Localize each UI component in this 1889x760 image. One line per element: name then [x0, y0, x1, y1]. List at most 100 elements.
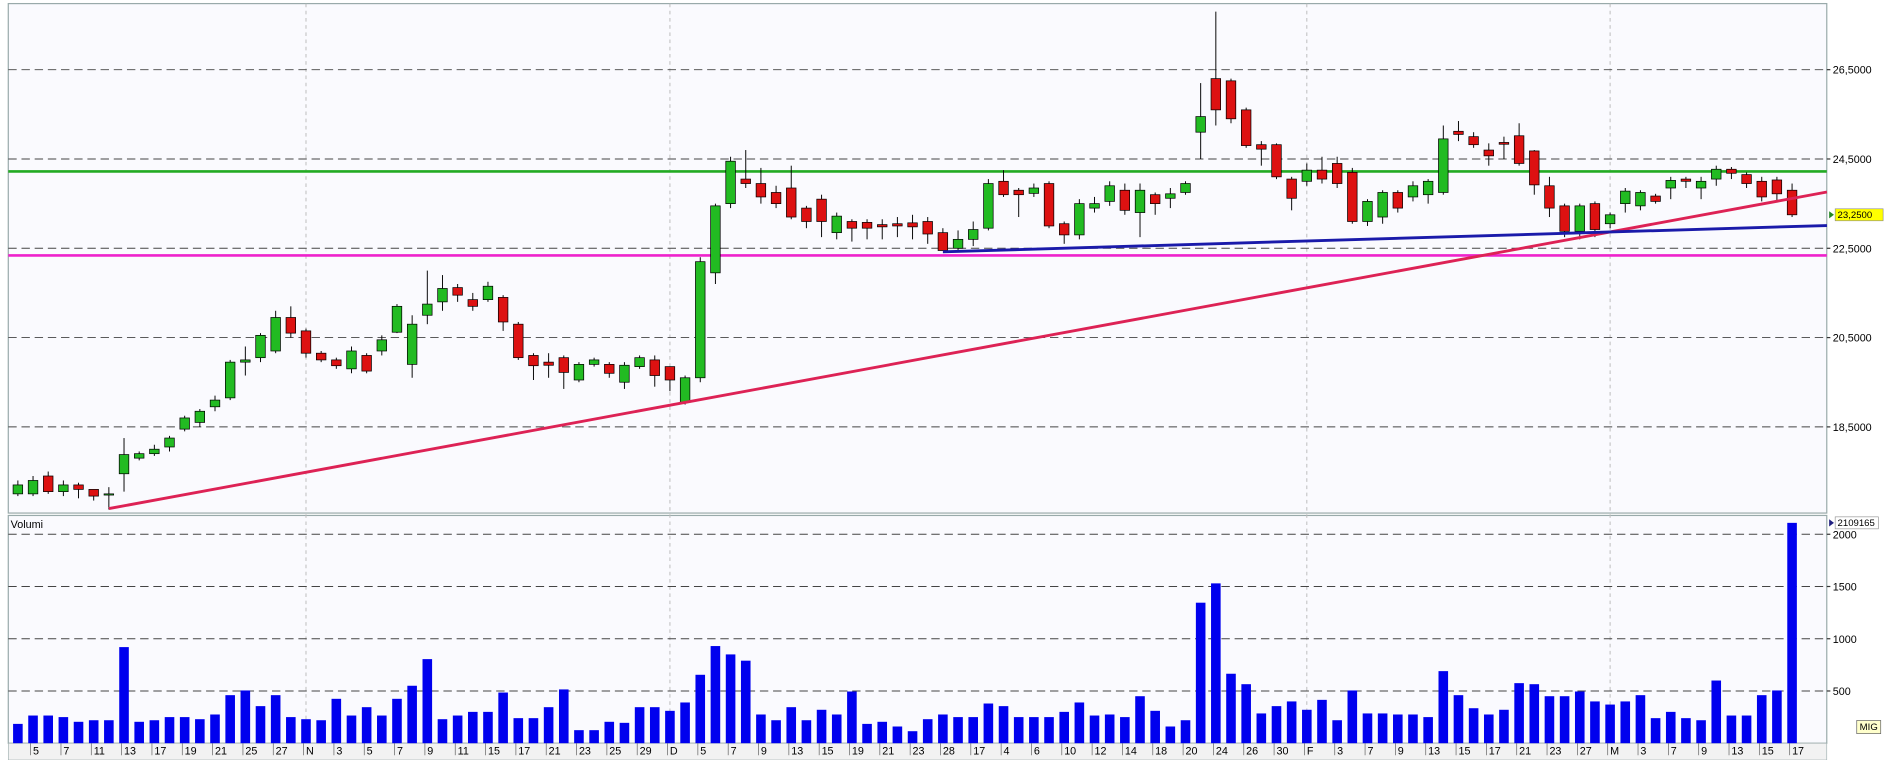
volume-title: Volumi	[11, 519, 43, 531]
candle-body	[1119, 189, 1131, 211]
candle-body	[1680, 178, 1692, 182]
candle-body	[179, 417, 190, 430]
volume-bar	[498, 692, 508, 744]
volume-bar	[179, 717, 190, 744]
volume-bar	[88, 720, 99, 744]
volume-bar	[1772, 690, 1782, 744]
x-tick-label: 17	[973, 745, 985, 757]
volume-bar	[786, 707, 797, 744]
volume-bar	[437, 719, 448, 744]
volume-bar	[422, 659, 433, 744]
candle-body	[1256, 144, 1267, 150]
volume-bar	[1135, 696, 1145, 744]
x-tick-label: 18	[1155, 745, 1167, 757]
x-tick-label: 26	[1246, 745, 1258, 757]
price-panel	[7, 2, 1828, 514]
volume-bar	[346, 715, 357, 744]
candle-body	[831, 215, 842, 234]
candle-body	[907, 222, 918, 228]
candle-body	[1210, 78, 1221, 111]
volume-bar	[1787, 522, 1797, 744]
x-tick-label: 7	[397, 745, 403, 757]
candle-body	[1089, 203, 1100, 209]
candle-body	[270, 317, 281, 352]
candle-body	[134, 453, 145, 459]
volume-bar	[286, 717, 296, 744]
x-tick-label: 29	[640, 745, 652, 757]
volume-bar	[1408, 714, 1418, 744]
volume-bar	[907, 731, 918, 744]
candle-body	[1635, 192, 1646, 207]
volume-bar	[1468, 708, 1479, 744]
volume-bar	[1559, 696, 1570, 744]
candle-body	[1271, 144, 1282, 178]
volume-bar	[1726, 715, 1737, 744]
volume-bar	[1271, 706, 1282, 744]
y-tick-label: 20,5000	[1833, 333, 1872, 345]
candle-body	[391, 305, 403, 333]
candle-body	[861, 222, 873, 229]
x-tick-label: 17	[1792, 745, 1804, 757]
volume-bar	[119, 647, 129, 744]
volume-bar	[1104, 714, 1115, 744]
candle-body	[149, 448, 160, 455]
volume-bar	[28, 715, 38, 744]
x-tick-label: M	[1610, 745, 1619, 757]
candle-body	[225, 361, 236, 399]
volume-bar	[710, 646, 721, 744]
volume-bar	[43, 715, 53, 744]
candle-body	[1074, 203, 1085, 236]
x-tick-label: 6	[1034, 745, 1040, 757]
candle-body	[346, 350, 357, 370]
x-tick-label: 9	[761, 745, 767, 757]
candle-body	[725, 160, 736, 204]
candle-body	[1756, 180, 1767, 198]
candle-body	[1741, 174, 1752, 184]
volume-bar	[1741, 715, 1752, 744]
x-tick-label: 15	[488, 745, 500, 757]
x-tick-label: 19	[185, 745, 197, 757]
x-tick-label: 19	[852, 745, 864, 757]
volume-bar	[998, 706, 1009, 744]
volume-bar	[483, 711, 493, 744]
x-tick-label: 25	[245, 745, 257, 757]
volume-bar	[1332, 720, 1342, 744]
volume-bar	[1150, 710, 1160, 744]
candle-body	[1604, 214, 1616, 225]
candle-body	[968, 229, 979, 240]
volume-bar	[1514, 683, 1524, 744]
volume-bar	[240, 690, 251, 744]
volume-bar	[1029, 717, 1039, 744]
volume-bar	[1423, 717, 1433, 744]
candle-body	[846, 221, 858, 229]
candle-body	[1620, 190, 1631, 204]
y-tick-label: 26,5000	[1833, 65, 1872, 77]
volume-bar	[680, 702, 690, 744]
volume-bar	[953, 717, 963, 744]
volume-bar	[1665, 711, 1676, 744]
volume-bar	[801, 720, 812, 744]
candle-body	[1241, 109, 1252, 146]
candle-body	[1589, 203, 1601, 230]
candle-body	[255, 334, 266, 359]
candle-body	[1134, 189, 1146, 213]
candle-body	[679, 377, 691, 403]
x-tick-label: 11	[458, 745, 469, 757]
volume-bar	[938, 714, 948, 744]
volume-bar	[1089, 715, 1100, 744]
volume-bar	[1317, 699, 1327, 744]
x-tick-label: 17	[1489, 745, 1501, 757]
x-tick-label: 9	[427, 745, 433, 757]
volume-bar	[1044, 717, 1054, 744]
badge: MIG	[1860, 722, 1878, 733]
volume-bar	[1195, 602, 1206, 744]
candle-body	[543, 361, 554, 366]
volume-bar	[558, 689, 569, 744]
volume-bar	[877, 721, 888, 744]
volume-bar	[1211, 583, 1221, 744]
candle-body	[801, 207, 812, 222]
candle-body	[422, 303, 433, 316]
candle-body	[922, 221, 933, 235]
volume-bar	[922, 719, 933, 744]
candle-body	[27, 480, 39, 495]
